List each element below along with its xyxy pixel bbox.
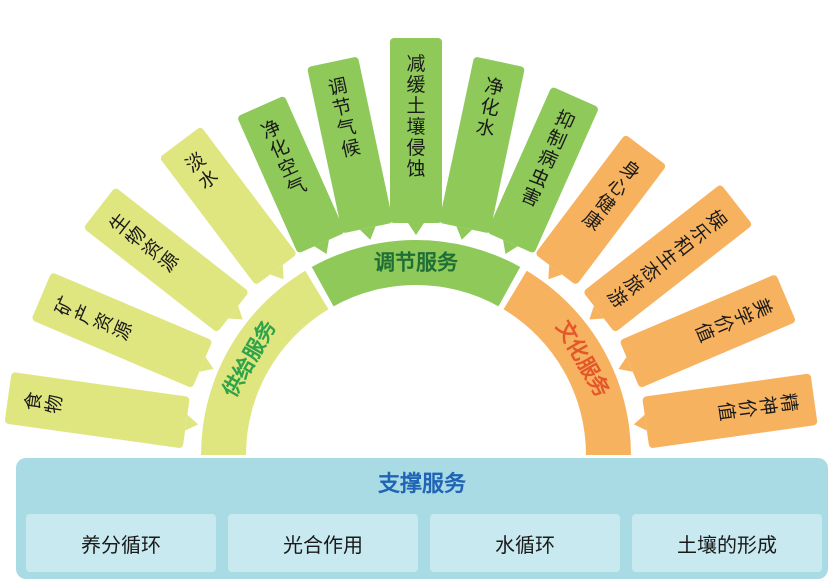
card-fresh-water: 淡水 — [160, 127, 296, 284]
card-food-box — [4, 372, 190, 448]
card-reduce-soil-erosion-box — [390, 38, 442, 223]
card-fresh-water-box — [160, 127, 296, 284]
card-regulate-climate: 调节气候 — [307, 57, 393, 240]
card-mineral-resources: 矿产资源 — [32, 273, 214, 388]
card-aesthetic-value-pointer — [618, 356, 633, 372]
process-water-cycle: 水循环 — [430, 514, 620, 572]
card-spiritual-value-pointer — [633, 414, 647, 431]
card-pest-control: 抑制病虫害 — [487, 87, 598, 255]
card-physical-mental-health-box — [536, 135, 666, 284]
category-regulating-label: 调节服务 — [374, 251, 459, 275]
card-biological-resources: 生物资源 — [84, 188, 248, 332]
card-spiritual-value-label: 精神价值 — [714, 392, 801, 423]
card-aesthetic-value-box — [620, 275, 795, 388]
card-purify-air-pointer — [314, 239, 329, 255]
card-spiritual-value: 精神价值 — [633, 373, 818, 448]
process-nutrient-cycling: 养分循环 — [26, 514, 216, 572]
card-mineral-resources-pointer — [199, 356, 214, 372]
card-physical-mental-health-pointer — [548, 264, 563, 280]
card-pest-control-pointer — [503, 239, 518, 255]
card-reduce-soil-erosion-pointer — [408, 223, 424, 235]
card-purify-water: 净化水 — [439, 57, 525, 240]
card-biological-resources-pointer — [228, 305, 243, 320]
card-purify-air-box — [238, 96, 345, 253]
card-recreation-ecotourism: 娱乐和生态旅游 — [584, 185, 752, 332]
card-food: 食物 — [4, 372, 199, 448]
card-reduce-soil-erosion-label: 减缓土壤侵蚀 — [406, 53, 425, 180]
process-soil-formation: 土壤的形成 — [632, 514, 822, 572]
card-physical-mental-health: 身心健康 — [536, 135, 666, 284]
card-biological-resources-box — [84, 188, 248, 332]
card-purify-water-box — [439, 57, 525, 233]
card-pest-control-box — [487, 87, 598, 253]
card-food-label: 食物 — [22, 390, 67, 415]
card-fresh-water-pointer — [269, 264, 284, 280]
support-services-title: 支撑服务 — [377, 472, 466, 497]
card-aesthetic-value: 美学价值 — [618, 275, 795, 388]
support-services-panel: 支撑服务 养分循环 光合作用 水循环 土壤的形成 — [16, 458, 828, 579]
card-regulate-climate-label: 调节气候 — [326, 74, 362, 161]
card-regulate-climate-pointer — [359, 226, 376, 240]
card-reduce-soil-erosion: 减缓土壤侵蚀 — [390, 38, 442, 235]
category-regulating-arc — [311, 240, 521, 307]
process-photosynthesis: 光合作用 — [228, 514, 418, 572]
card-mineral-resources-box — [32, 273, 212, 388]
card-purify-water-label: 净化水 — [474, 74, 506, 141]
card-regulate-climate-box — [307, 57, 393, 233]
card-recreation-ecotourism-pointer — [589, 305, 604, 320]
card-food-pointer — [185, 414, 199, 431]
category-supply-arc — [201, 270, 329, 455]
card-purify-air: 净化空气 — [238, 96, 345, 255]
card-recreation-ecotourism-box — [584, 185, 752, 332]
category-cultural-arc — [503, 270, 631, 455]
card-purify-water-pointer — [456, 226, 473, 240]
card-spiritual-value-box — [642, 373, 818, 448]
category-regulating: 调节服务 — [311, 240, 521, 307]
